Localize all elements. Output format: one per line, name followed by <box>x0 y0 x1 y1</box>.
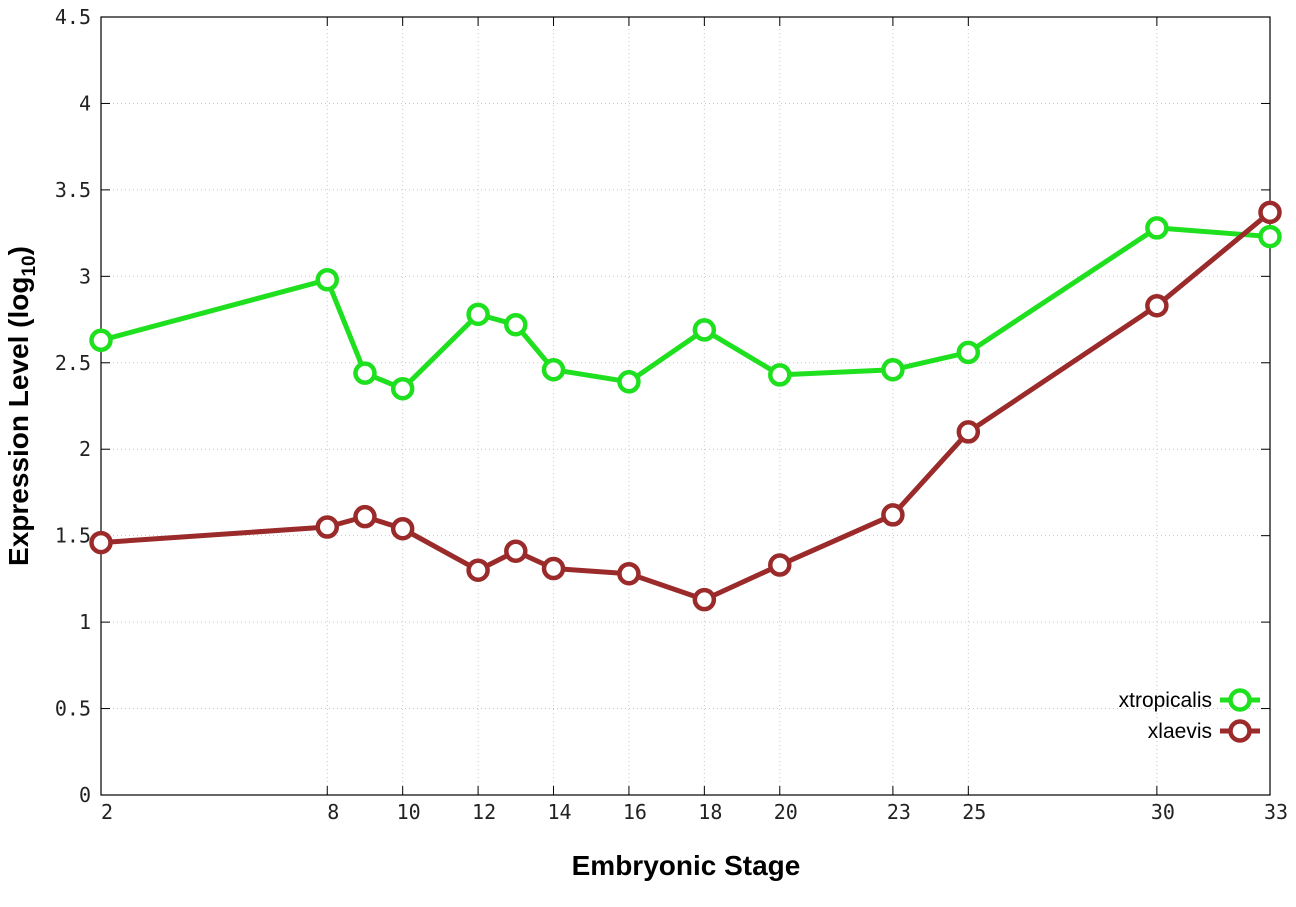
legend-label-xtropicalis: xtropicalis <box>1119 689 1212 712</box>
x-tick-label: 10 <box>397 800 421 824</box>
data-point-xlaevis <box>390 517 415 541</box>
y-axis-ticks: 0 0.5 1 1.5 2 2.5 3 3.5 4 4.5 <box>55 5 1270 807</box>
y-tick-label: 4 <box>79 91 91 115</box>
data-point-xtropicalis <box>768 363 792 387</box>
legend-label-xlaevis: xlaevis <box>1148 720 1212 743</box>
data-point-xtropicalis <box>956 340 981 365</box>
x-tick-label: 12 <box>472 800 496 824</box>
data-point-xtropicalis <box>541 357 566 382</box>
y-tick-label: 2.5 <box>55 351 91 375</box>
x-tick-label: 14 <box>547 800 571 824</box>
data-point-xlaevis <box>504 539 528 563</box>
data-point-xlaevis <box>541 556 566 581</box>
data-point-xtropicalis <box>881 357 905 382</box>
data-point-xlaevis <box>881 503 905 527</box>
y-axis-title-main: Expression Level (log <box>3 277 34 566</box>
x-tick-label: 30 <box>1151 800 1175 824</box>
x-tick-label: 20 <box>774 800 798 824</box>
legend-marker-xlaevis <box>1228 719 1252 743</box>
data-point-xtropicalis <box>1145 216 1169 240</box>
data-point-xtropicalis <box>692 318 717 342</box>
y-tick-label: 4.5 <box>55 5 91 29</box>
y-tick-label: 3 <box>79 264 91 288</box>
x-tick-label: 16 <box>623 800 647 824</box>
data-point-xlaevis <box>956 420 981 444</box>
series-line-xtropicalis <box>100 225 1271 392</box>
data-point-xlaevis <box>692 587 717 612</box>
data-point-xlaevis <box>353 504 377 529</box>
data-point-xlaevis <box>768 553 792 577</box>
y-tick-label: 0.5 <box>55 697 91 721</box>
x-axis-title: Embryonic Stage <box>572 850 801 881</box>
data-point-xlaevis <box>617 561 641 586</box>
x-tick-label: 8 <box>327 800 339 824</box>
y-tick-label: 2 <box>79 437 91 461</box>
plot-frame <box>100 16 1271 796</box>
x-axis-ticks: 2 8 10 12 14 16 18 20 23 25 30 33 <box>100 17 1288 824</box>
data-point-xlaevis <box>1145 293 1169 318</box>
data-point-xlaevis <box>466 558 490 582</box>
data-point-xtropicalis <box>1258 224 1282 249</box>
y-tick-label: 0 <box>79 783 91 807</box>
data-point-xtropicalis <box>617 370 641 394</box>
data-point-xlaevis <box>1258 200 1282 225</box>
y-tick-label: 1 <box>79 610 91 634</box>
data-point-xtropicalis <box>390 376 415 401</box>
data-point-xtropicalis <box>353 361 377 385</box>
data-point-xtropicalis <box>466 302 490 327</box>
x-tick-label: 2 <box>101 800 113 824</box>
y-axis-title-close: ) <box>3 246 34 255</box>
y-tick-label: 3.5 <box>55 178 91 202</box>
x-tick-label: 23 <box>887 800 911 824</box>
data-point-xlaevis <box>89 530 113 555</box>
legend-marker-xtropicalis <box>1228 688 1252 712</box>
data-point-xtropicalis <box>89 328 113 353</box>
data-point-xtropicalis <box>504 312 528 337</box>
y-axis-title-subscript: 10 <box>19 255 40 276</box>
grid-lines <box>101 17 1270 795</box>
x-tick-label: 18 <box>698 800 722 824</box>
data-point-xtropicalis <box>315 268 340 292</box>
x-tick-label: 33 <box>1264 800 1288 824</box>
series-group <box>89 200 1282 612</box>
legend: xtropicalis xlaevis <box>1119 688 1260 743</box>
y-axis-title: Expression Level (log10) <box>3 246 40 566</box>
x-tick-label: 25 <box>962 800 986 824</box>
data-point-xlaevis <box>315 515 340 539</box>
y-tick-label: 1.5 <box>55 524 91 548</box>
axes <box>100 16 1271 796</box>
